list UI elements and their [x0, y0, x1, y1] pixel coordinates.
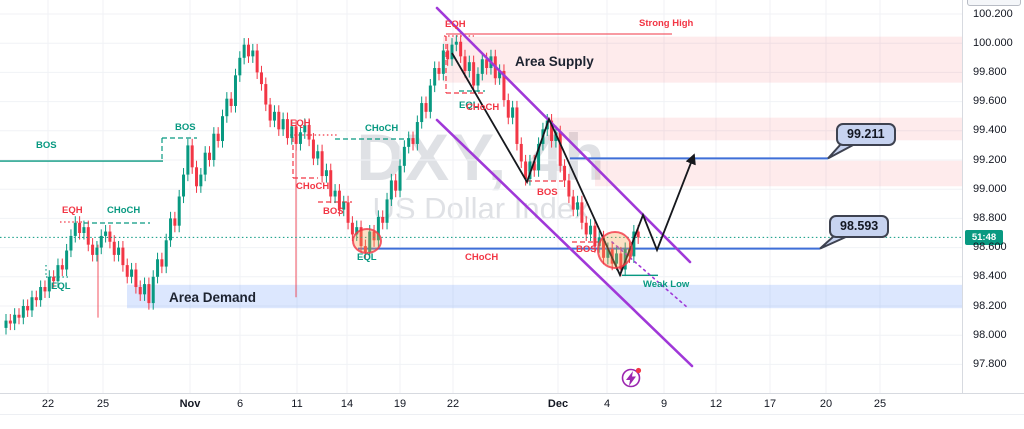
channel-lower-line[interactable] — [435, 118, 694, 368]
label-choch[interactable]: CHoCH — [365, 123, 399, 134]
label-bos[interactable]: BOS — [576, 244, 597, 255]
label-choch[interactable]: CHoCH — [296, 181, 330, 192]
supply-zone-2[interactable] — [548, 117, 962, 141]
time-tick-label: 4 — [603, 398, 611, 410]
channel-upper-line[interactable] — [435, 6, 692, 264]
time-tick-label: 25 — [873, 398, 887, 410]
label-eql[interactable]: EQL — [357, 252, 377, 263]
label-area-demand[interactable]: Area Demand — [169, 290, 257, 305]
price-tick-label: 99.600 — [973, 95, 1007, 108]
time-tick-label: 22 — [41, 398, 55, 410]
projection-zigzag[interactable] — [451, 52, 696, 278]
grid-layer — [0, 0, 962, 393]
time-tick-label: 14 — [340, 398, 354, 410]
time-tick-label: 19 — [393, 398, 407, 410]
area-demand-zone[interactable] — [127, 284, 962, 309]
price-callout[interactable]: 98.593 — [829, 215, 890, 238]
label-choch[interactable]: CHoCH — [465, 252, 499, 263]
time-tick-label: 9 — [660, 398, 668, 410]
price-tick-label: 99.200 — [973, 153, 1007, 166]
price-tick-label: 99.400 — [973, 124, 1007, 137]
countdown-badge[interactable]: 51:48 — [965, 229, 1003, 245]
callout-tail — [827, 143, 856, 160]
label-eqh[interactable]: EQH — [445, 19, 466, 30]
price-tick-label: 98.000 — [973, 328, 1007, 341]
label-eqh[interactable]: EQH — [290, 118, 311, 129]
price-tick-label: 100.200 — [973, 7, 1013, 20]
label-bos[interactable]: BOS — [537, 187, 558, 198]
price-tick-label: 99.000 — [973, 182, 1007, 195]
highlight-ellipse[interactable] — [352, 228, 382, 254]
price-tick-label: 99.800 — [973, 65, 1007, 78]
label-area-supply[interactable]: Area Supply — [515, 54, 594, 69]
time-tick-label: Dec — [547, 398, 569, 410]
price-callout[interactable]: 99.211 — [836, 123, 896, 146]
time-tick-label: Nov — [179, 398, 201, 410]
label-bos[interactable]: BOS — [36, 140, 57, 151]
label-choch[interactable]: CHoCH — [107, 205, 141, 216]
time-tick-label: 12 — [709, 398, 723, 410]
supply-zone-3[interactable] — [595, 160, 962, 187]
label-eql[interactable]: EQL — [51, 281, 71, 292]
time-tick-label: 20 — [819, 398, 833, 410]
price-tick-label: 100.000 — [973, 36, 1013, 49]
clipped-price-label — [967, 0, 1021, 6]
label-bos[interactable]: BOS — [175, 122, 196, 133]
price-tick-label: 98.800 — [973, 211, 1007, 224]
label-eql[interactable]: EQL — [459, 100, 479, 111]
price-tick-label: 98.600 — [973, 241, 1007, 254]
time-axis[interactable]: 22 25 Nov 6 11 14 19 22 Dec 4 9 12 17 20 25 — [0, 393, 1024, 429]
label-choch[interactable]: CHoCH — [466, 102, 500, 113]
label-eqh[interactable]: EQH — [62, 205, 83, 216]
price-axis[interactable]: 51:48 100.200 100.000 99.800 99.600 99.400 99… — [962, 0, 1024, 393]
highlight-ellipse[interactable] — [597, 231, 633, 269]
economic-event-flash-icon[interactable] — [621, 367, 642, 388]
price-tick-label: 98.400 — [973, 270, 1007, 283]
chart-canvas[interactable] — [0, 0, 962, 393]
time-tick-label: 17 — [763, 398, 777, 410]
candles-layer — [4, 35, 640, 335]
price-tick-label: 97.800 — [973, 357, 1007, 370]
area-supply-zone[interactable] — [443, 36, 962, 83]
label-strong-high[interactable]: Strong High — [639, 18, 694, 29]
time-tick-label: 6 — [236, 398, 244, 410]
label-weak-low[interactable]: Weak Low — [643, 279, 690, 290]
price-tick-label: 98.200 — [973, 299, 1007, 312]
axis-divider — [0, 414, 1024, 415]
chart-pane[interactable]: DXY, 4h US Dollar Index BOS EQH CHoCH EQL BO… — [0, 0, 962, 393]
projection-dotted-line[interactable] — [611, 241, 689, 309]
time-tick-label: 11 — [291, 398, 303, 410]
time-tick-label: 25 — [96, 398, 110, 410]
time-tick-label: 22 — [446, 398, 460, 410]
label-bos[interactable]: BOS — [323, 206, 344, 217]
